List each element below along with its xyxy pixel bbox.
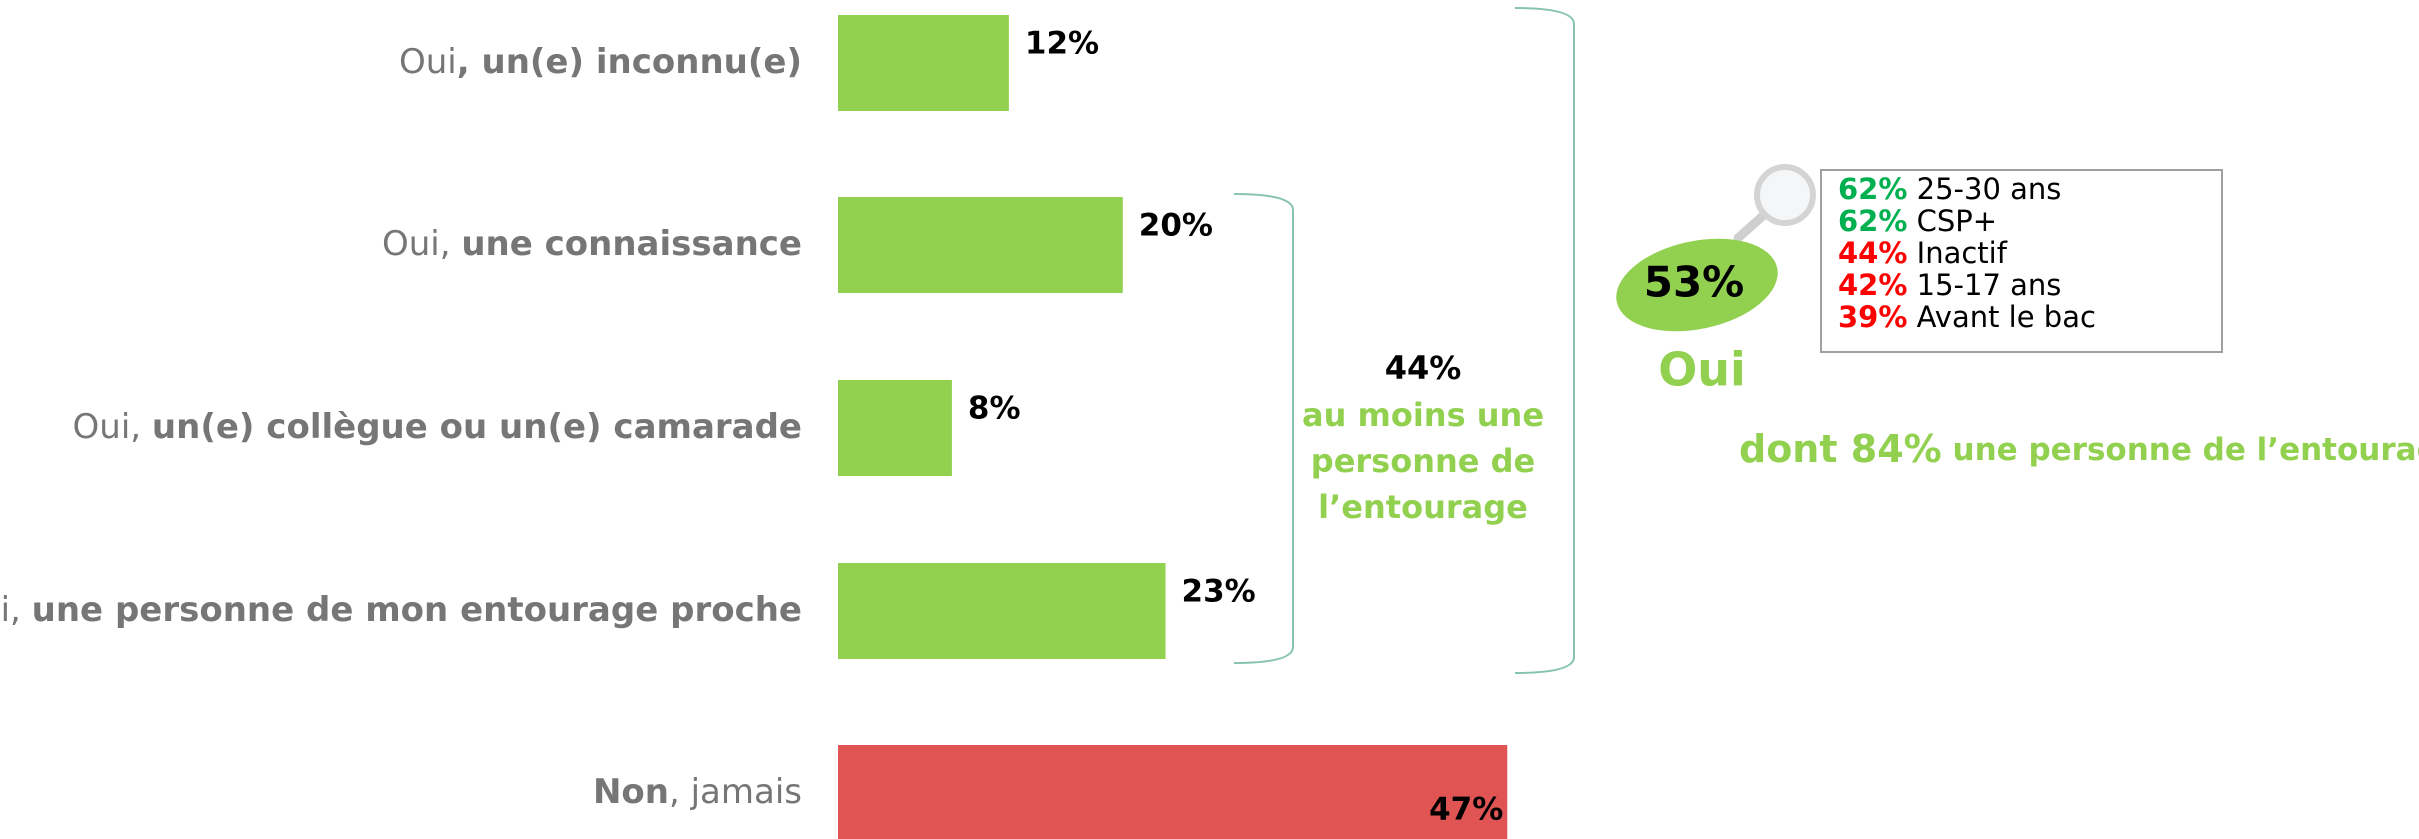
breakdown-value: 39% — [1838, 300, 1907, 334]
bracket-value: 44% — [1385, 349, 1462, 387]
breakdown-text: CSP+ — [1907, 204, 1997, 238]
breakdown-value: 42% — [1838, 268, 1907, 302]
inner-bracket — [1233, 193, 1294, 664]
bar — [838, 380, 952, 476]
breakdown-text: Avant le bac — [1907, 300, 2096, 334]
summary-sub-text: une personne de l’entourage — [1942, 432, 2419, 468]
value-label: 12% — [1025, 26, 1099, 62]
outer-bracket — [1514, 7, 1575, 674]
breakdown-value: 62% — [1838, 172, 1907, 206]
breakdown-item: 42% 15-17 ans — [1838, 268, 2061, 302]
bracket-text: au moins une — [1302, 396, 1544, 434]
category-part: Oui — [399, 42, 457, 82]
category-part: Oui, — [382, 224, 461, 264]
bar — [838, 15, 1009, 111]
breakdown-box — [1820, 169, 2223, 353]
category-label: Oui, une personne de mon entourage proch… — [0, 590, 802, 630]
breakdown-text: 25-30 ans — [1907, 172, 2061, 206]
breakdown-value: 62% — [1838, 204, 1907, 238]
breakdown-item: 62% 25-30 ans — [1838, 172, 2061, 206]
category-part: une personne de mon entourage proche — [32, 590, 802, 630]
bar — [838, 563, 1166, 659]
breakdown-text: 15-17 ans — [1907, 268, 2061, 302]
breakdown-value: 44% — [1838, 236, 1907, 270]
summary-sub: dont 84% une personne de l’entourage — [1739, 427, 2419, 471]
breakdown-item: 62% CSP+ — [1838, 204, 1997, 238]
category-part: , un(e) inconnu(e) — [457, 42, 802, 82]
breakdown-item: 39% Avant le bac — [1838, 300, 2096, 334]
value-label: 8% — [968, 391, 1021, 427]
category-part: Oui, — [73, 407, 152, 447]
category-label: Oui, un(e) collègue ou un(e) camarade — [73, 407, 802, 447]
category-part: une connaissance — [461, 224, 802, 264]
value-label: 47% — [1429, 792, 1503, 828]
value-label: 23% — [1182, 574, 1256, 610]
value-label: 20% — [1139, 208, 1213, 244]
summary-ellipse — [1616, 238, 1778, 332]
summary-value: 53% — [1644, 258, 1745, 307]
category-part: Non — [593, 772, 669, 812]
breakdown-item: 44% Inactif — [1838, 236, 2008, 270]
category-part: , jamais — [669, 772, 802, 812]
category-label: Oui, un(e) inconnu(e) — [399, 42, 802, 82]
magnifier — [1733, 164, 1816, 243]
breakdown-text: Inactif — [1907, 236, 2007, 270]
summary-label: Oui — [1658, 343, 1746, 397]
bar — [838, 197, 1123, 293]
bracket-text: personne de — [1311, 442, 1535, 480]
category-label: Non, jamais — [593, 772, 802, 812]
bracket-text: l’entourage — [1318, 488, 1528, 526]
bar — [838, 745, 1508, 839]
category-part: un(e) collègue ou un(e) camarade — [152, 407, 802, 447]
category-part: Oui, — [0, 590, 32, 630]
category-label: Oui, une connaissance — [382, 224, 802, 264]
summary-sub-value: dont 84% — [1739, 427, 1942, 471]
